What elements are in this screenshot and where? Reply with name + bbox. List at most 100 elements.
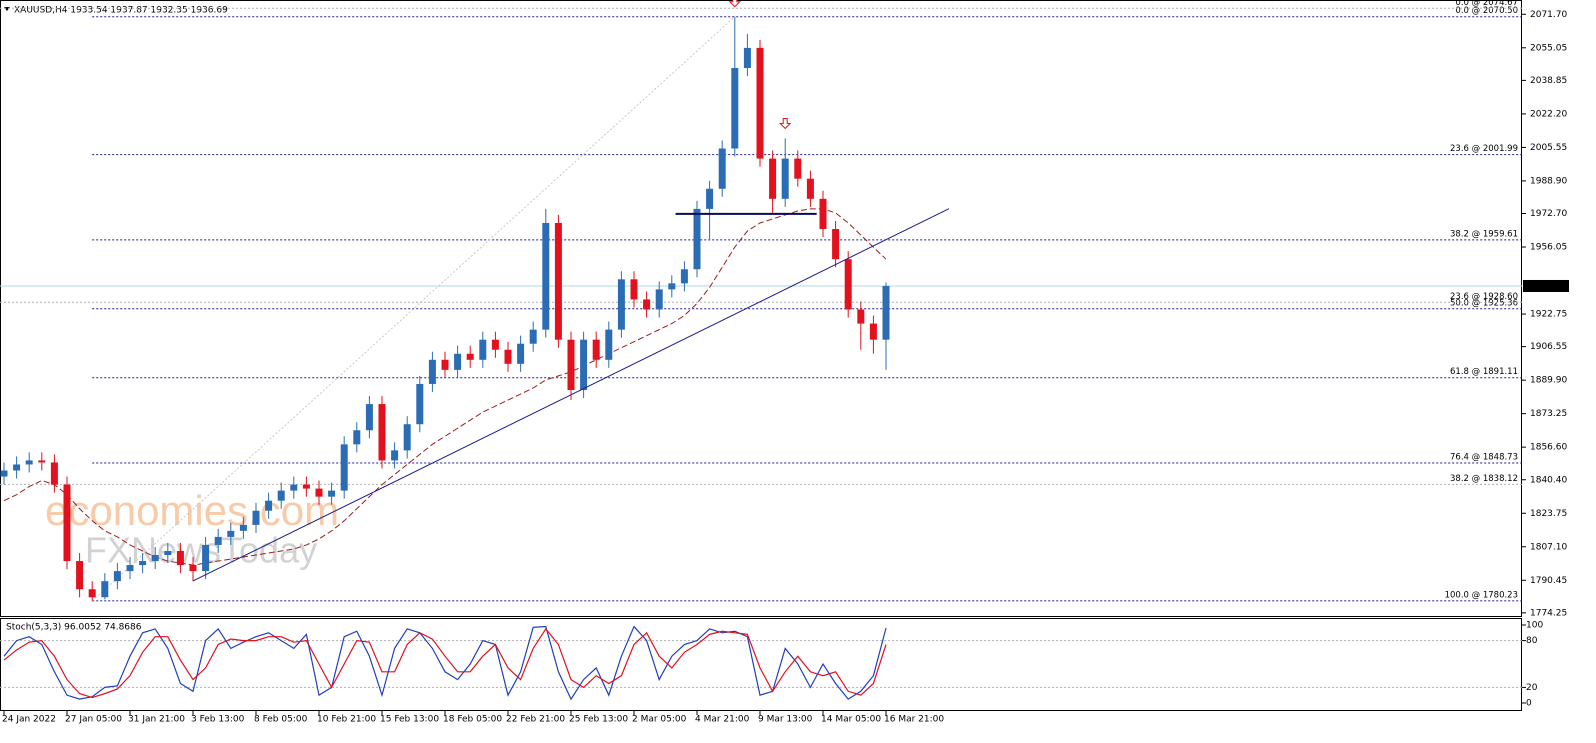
x-tick-label: 2 Mar 05:00: [632, 715, 687, 725]
peak-arrow: [728, 0, 742, 8]
fib-label: 61.8 @ 1891.11: [1450, 367, 1518, 377]
x-tick-label: 22 Feb 21:00: [506, 715, 565, 725]
candle-body: [554, 222, 562, 340]
stoch-frame: [0, 618, 1522, 711]
y-tick-label: 100: [1526, 621, 1543, 631]
candle-body: [88, 589, 96, 598]
fib-label: 0.0 @ 2070.50: [1455, 6, 1518, 16]
y-tick-label: 2071.70: [1530, 10, 1567, 20]
candle-body: [416, 383, 424, 425]
last-price-box: [1523, 279, 1569, 292]
candle-body: [718, 148, 726, 189]
y-tick-label: 1823.75: [1530, 509, 1567, 519]
moving-average: [3, 208, 887, 566]
x-tick-label: 24 Jan 2022: [2, 715, 56, 725]
candle-body: [340, 444, 348, 491]
candle-body: [542, 222, 550, 330]
y-tick-label: 2022.20: [1530, 109, 1567, 119]
last-price-label: 1936.69: [1527, 281, 1564, 291]
y-tick-label: 1956.05: [1530, 243, 1567, 253]
y-tick-label: 1790.45: [1530, 576, 1567, 586]
y-tick-label: 1922.75: [1530, 310, 1567, 320]
candle-body: [50, 462, 58, 485]
candle-body: [454, 353, 462, 370]
candle-body: [189, 565, 197, 572]
candle-body: [164, 550, 172, 556]
y-tick-label: 1988.90: [1530, 176, 1567, 186]
candle-body: [630, 279, 638, 300]
candle-body: [176, 550, 184, 566]
y-tick-label: 1840.40: [1530, 475, 1567, 485]
candle-body: [76, 561, 84, 590]
peak-arrow: [778, 117, 792, 130]
fib-label: 76.4 @ 1848.73: [1450, 452, 1518, 462]
stoch-line: [3, 627, 887, 699]
x-tick-label: 27 Jan 05:00: [65, 715, 122, 725]
candle-body: [126, 565, 134, 572]
y-tick-label: 1774.25: [1530, 608, 1567, 618]
candle-body: [479, 339, 487, 360]
candle-body: [769, 158, 777, 199]
candle-body: [617, 279, 625, 330]
candle-body: [441, 359, 449, 370]
x-tick-label: 10 Feb 21:00: [317, 715, 376, 725]
candle-body: [428, 359, 436, 384]
x-tick-label: 3 Feb 13:00: [191, 715, 245, 725]
x-tick-label: 16 Mar 21:00: [884, 715, 944, 725]
y-tick-label: 0: [1526, 698, 1532, 708]
fib-label: 23.6 @ 2001.99: [1450, 144, 1518, 154]
chart-title: XAUUSD,H4 1933.54 1937.87 1932.35 1936.6…: [14, 6, 228, 16]
y-tick-label: 80: [1526, 636, 1538, 646]
x-tick-label: 9 Mar 13:00: [758, 715, 813, 725]
candle-body: [832, 229, 840, 260]
candle-body: [731, 68, 739, 149]
candle-body: [139, 561, 147, 566]
y-tick-label: 2055.05: [1530, 43, 1567, 53]
trendline: [192, 208, 950, 582]
menu-triangle: [4, 7, 10, 11]
candle-body: [328, 490, 336, 497]
candle-body: [202, 544, 210, 572]
candle-body: [655, 289, 663, 310]
x-tick-label: 15 Feb 13:00: [380, 715, 439, 725]
fib-label: 23.6 @ 1928.60: [1450, 292, 1518, 302]
fib-diagonal: [91, 16, 736, 602]
candle-body: [290, 484, 298, 491]
y-tick-label: 2038.85: [1530, 76, 1567, 86]
y-tick-label: 20: [1526, 683, 1538, 693]
candle-body: [857, 309, 865, 324]
candle-body: [25, 460, 33, 465]
y-tick-label: 1856.60: [1530, 443, 1567, 453]
candle-body: [567, 339, 575, 390]
fib-label: 0.0 @ 2074.67: [1455, 0, 1518, 8]
candle-body: [844, 259, 852, 310]
fib-label: 38.2 @ 1959.61: [1450, 229, 1518, 239]
candle-body: [277, 490, 285, 501]
candle-body: [151, 555, 159, 562]
candle-body: [592, 339, 600, 360]
candle-body: [252, 510, 260, 525]
candle-body: [403, 424, 411, 451]
candle-body: [680, 269, 688, 284]
candle-body: [466, 353, 474, 360]
watermark: FXNewsToday: [85, 530, 317, 571]
candle-body: [239, 524, 247, 531]
candle-body: [756, 47, 764, 159]
candle-body: [353, 430, 361, 445]
candle-body: [214, 536, 222, 545]
candle-body: [38, 460, 46, 463]
candle-body: [706, 188, 714, 209]
candle-body: [806, 178, 814, 199]
candle-body: [63, 484, 71, 562]
x-tick-label: 8 Feb 05:00: [254, 715, 308, 725]
x-tick-label: 14 Mar 05:00: [821, 715, 881, 725]
candle-body: [302, 484, 310, 489]
candle-body: [365, 404, 373, 431]
candle-body: [605, 329, 613, 360]
x-tick-label: 25 Feb 13:00: [569, 715, 628, 725]
x-tick-label: 4 Mar 21:00: [695, 715, 750, 725]
candle-body: [517, 343, 525, 364]
x-tick-label: 31 Jan 21:00: [128, 715, 185, 725]
candle-body: [113, 571, 121, 582]
